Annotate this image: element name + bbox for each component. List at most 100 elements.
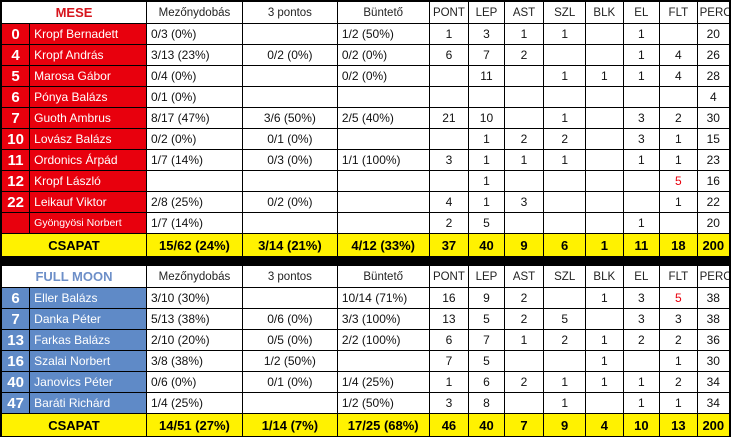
player-field-goals: 0/6 (0%)	[145, 371, 243, 393]
total-field-goals: 15/62 (24%)	[145, 233, 243, 257]
team-total-label: CSAPAT	[1, 413, 147, 437]
header-flt: FLT	[659, 1, 698, 24]
player-three-pointers	[241, 287, 338, 309]
player-row: 40 Janovics Péter 0/6 (0%) 0/1 (0%) 1/4 (25%…	[0, 371, 731, 393]
header-free-throws: Büntető	[336, 1, 430, 24]
player-three-pointers	[241, 23, 338, 45]
player-flt: 4	[659, 44, 698, 66]
player-row: 0 Kropf Bernadett 0/3 (0%) 1/2 (50%) 1 3 1 1 1 20	[0, 23, 731, 45]
player-name: Lovász Balázs	[29, 128, 147, 150]
player-perc: 4	[696, 86, 731, 108]
player-perc: 38	[696, 308, 731, 330]
player-number: 7	[0, 308, 31, 330]
player-free-throws: 3/3 (100%)	[336, 308, 430, 330]
player-name: Pónya Balázs	[29, 86, 147, 108]
player-three-pointers	[241, 86, 338, 108]
header-ast: AST	[503, 1, 545, 24]
player-szl: 2	[543, 329, 587, 351]
player-ast: 1	[503, 23, 545, 45]
player-lep: 1	[468, 128, 505, 150]
player-ast: 2	[503, 308, 545, 330]
team-total-label: CSAPAT	[1, 233, 147, 257]
player-three-pointers: 0/1 (0%)	[241, 371, 338, 393]
player-blk	[585, 128, 624, 150]
player-field-goals: 8/17 (47%)	[145, 107, 243, 129]
player-row: 4 Kropf András 3/13 (23%) 0/2 (0%) 0/2 (0%) 6…	[0, 44, 731, 66]
player-flt: 1	[659, 350, 698, 372]
player-perc: 36	[696, 329, 731, 351]
player-row: 13 Farkas Balázs 2/10 (20%) 0/5 (0%) 2/2 (10…	[0, 329, 731, 351]
player-ast	[503, 170, 545, 192]
player-perc: 28	[696, 65, 731, 87]
player-free-throws: 1/2 (50%)	[336, 23, 430, 45]
total-perc: 200	[696, 413, 731, 437]
player-pont: 1	[428, 371, 470, 393]
team-total-row: CSAPAT 14/51 (27%) 1/14 (7%) 17/25 (68%) 46 4…	[1, 413, 731, 437]
player-perc: 22	[696, 191, 731, 213]
player-el: 1	[622, 44, 661, 66]
player-flt	[659, 86, 698, 108]
total-free-throws: 17/25 (68%)	[336, 413, 430, 437]
player-el: 1	[622, 65, 661, 87]
player-number: 6	[0, 86, 31, 108]
player-flt: 1	[659, 128, 698, 150]
total-lep: 40	[468, 413, 505, 437]
player-blk	[585, 23, 624, 45]
player-el: 1	[622, 212, 661, 234]
player-field-goals: 0/1 (0%)	[145, 86, 243, 108]
player-el: 3	[622, 107, 661, 129]
player-perc: 15	[696, 128, 731, 150]
player-field-goals: 0/2 (0%)	[145, 128, 243, 150]
player-pont: 7	[428, 350, 470, 372]
player-el: 1	[622, 149, 661, 171]
player-field-goals: 1/7 (14%)	[145, 212, 243, 234]
player-three-pointers: 0/1 (0%)	[241, 128, 338, 150]
team-name: FULL MOON	[1, 265, 147, 288]
player-three-pointers: 0/6 (0%)	[241, 308, 338, 330]
total-blk: 4	[585, 413, 624, 437]
player-free-throws: 0/2 (0%)	[336, 44, 430, 66]
total-ast: 7	[503, 413, 545, 437]
player-el: 2	[622, 329, 661, 351]
player-pont	[428, 65, 470, 87]
player-perc: 34	[696, 371, 731, 393]
player-pont	[428, 128, 470, 150]
player-pont: 2	[428, 212, 470, 234]
player-szl	[543, 350, 587, 372]
player-field-goals	[145, 170, 243, 192]
total-szl: 6	[543, 233, 587, 257]
player-ast	[503, 212, 545, 234]
header-field-goals: Mezőnydobás	[145, 1, 243, 24]
player-number: 0	[0, 23, 31, 45]
player-el: 1	[622, 371, 661, 393]
total-pont: 37	[428, 233, 470, 257]
player-pont	[428, 170, 470, 192]
player-el: 3	[622, 287, 661, 309]
player-row: 47 Baráti Richárd 1/4 (25%) 1/2 (50%) 3 8 1 1 1 3…	[0, 392, 731, 414]
player-el	[622, 350, 661, 372]
player-three-pointers: 1/2 (50%)	[241, 350, 338, 372]
player-row: 12 Kropf László 1 5 16	[0, 170, 731, 192]
player-row: Gyöngyösi Norbert 1/7 (14%) 2 5 1 20	[0, 212, 731, 234]
separator-cell	[1, 256, 730, 266]
player-ast	[503, 107, 545, 129]
player-number: 13	[0, 329, 31, 351]
player-row: 10 Lovász Balázs 0/2 (0%) 0/1 (0%) 1 2 2 3 1 15	[0, 128, 731, 150]
player-number: 47	[0, 392, 31, 414]
player-lep: 1	[468, 191, 505, 213]
player-lep: 5	[468, 308, 505, 330]
player-blk: 1	[585, 350, 624, 372]
player-pont: 21	[428, 107, 470, 129]
player-flt: 1	[659, 392, 698, 414]
player-szl	[543, 170, 587, 192]
player-flt: 2	[659, 329, 698, 351]
player-free-throws: 10/14 (71%)	[336, 287, 430, 309]
player-name: Eller Balázs	[29, 287, 147, 309]
player-ast	[503, 350, 545, 372]
player-free-throws	[336, 128, 430, 150]
player-szl: 1	[543, 392, 587, 414]
player-number: 10	[0, 128, 31, 150]
total-szl: 9	[543, 413, 587, 437]
player-name: Szalai Norbert	[29, 350, 147, 372]
